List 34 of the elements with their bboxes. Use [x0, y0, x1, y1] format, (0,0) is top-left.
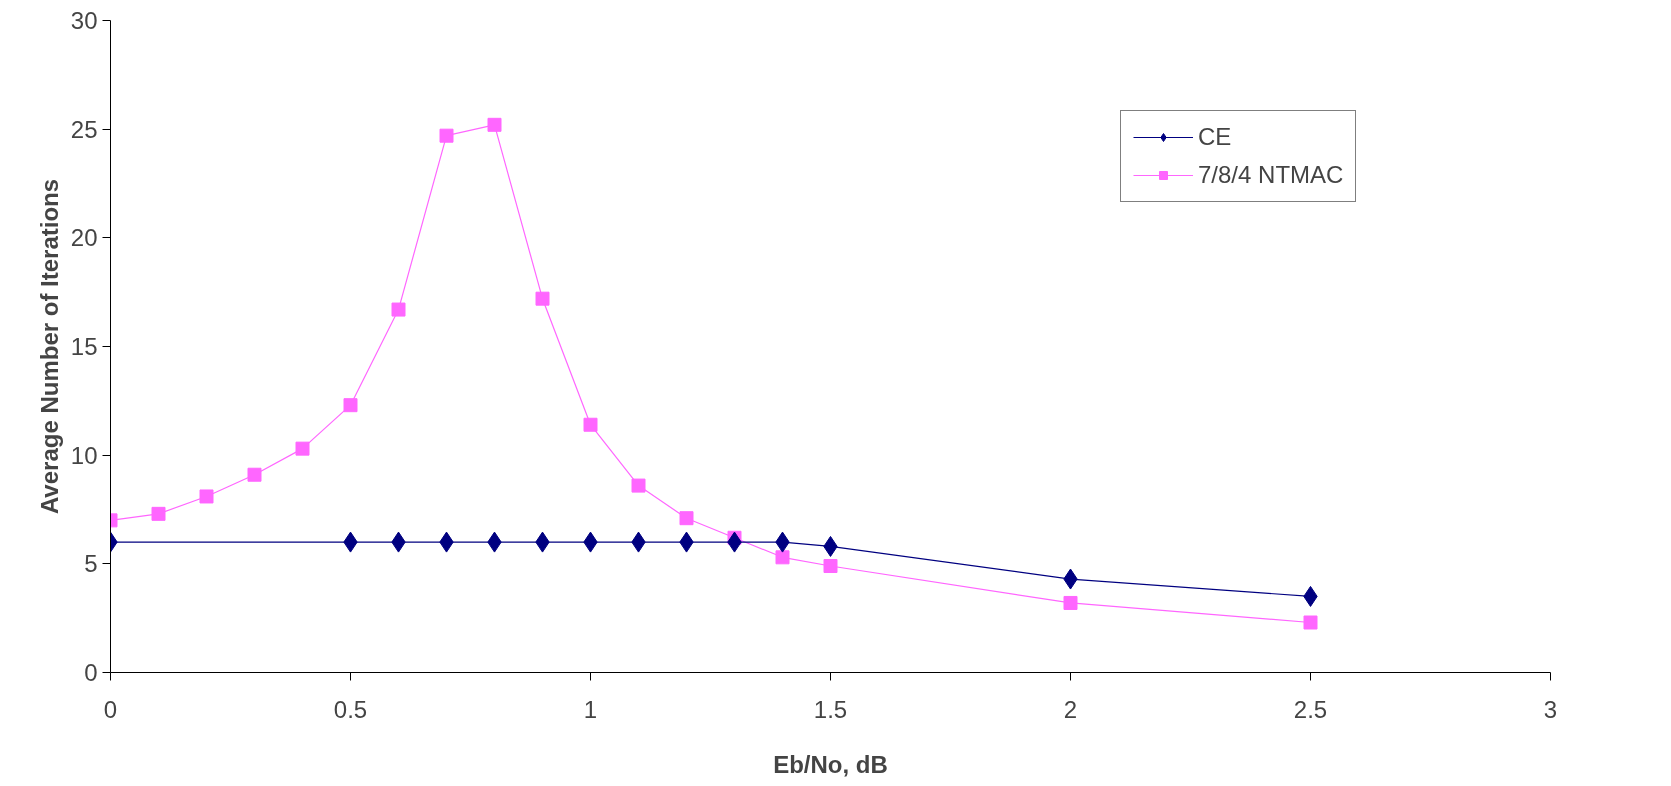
x-tick-label: 0	[103, 695, 118, 723]
x-axis-title: Eb/No, dB	[773, 750, 888, 778]
y-tick-label: 30	[70, 7, 98, 34]
y-tick-label: 10	[70, 441, 98, 469]
y-axis-title: Average Number of Iterations	[35, 178, 63, 515]
x-tick-label: 0.5	[333, 695, 368, 723]
legend-label: CE	[1198, 123, 1232, 151]
point	[247, 467, 262, 482]
point	[679, 511, 694, 526]
y-tick-label: 15	[70, 333, 98, 360]
point	[775, 550, 790, 565]
point	[487, 117, 502, 132]
y-tick-label: 0	[84, 659, 98, 686]
point	[439, 128, 454, 143]
point	[343, 398, 358, 413]
point	[1303, 615, 1318, 630]
x-tick-label: 1.5	[813, 695, 848, 723]
x-tick-label: 2.5	[1293, 695, 1328, 723]
legend-label: 7/8/4 NTMAC	[1198, 161, 1344, 189]
point	[1063, 595, 1078, 610]
point	[583, 417, 598, 432]
point	[295, 441, 310, 456]
y-tick-label: 5	[84, 550, 98, 578]
point	[151, 506, 166, 521]
x-tick-label: 3	[1543, 695, 1558, 723]
x-tick-label: 2	[1063, 695, 1078, 723]
point	[535, 291, 550, 306]
point	[199, 489, 214, 504]
point	[391, 302, 406, 317]
point	[823, 559, 838, 574]
y-tick-label: 20	[70, 224, 98, 252]
point	[631, 478, 646, 493]
y-tick-label: 25	[70, 115, 98, 143]
x-tick-label: 1	[583, 695, 598, 723]
